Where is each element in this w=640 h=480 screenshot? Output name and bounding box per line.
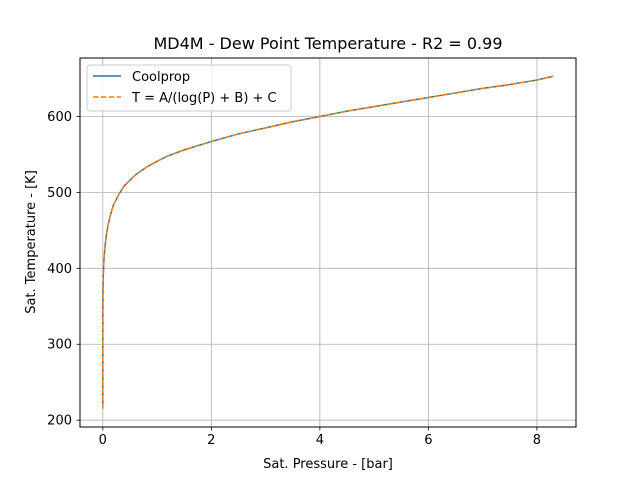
- legend-label-coolprop: Coolprop: [132, 70, 190, 85]
- series-line-fit: [102, 75, 554, 409]
- x-tick-label: 8: [533, 433, 541, 448]
- legend-box: [86, 64, 292, 112]
- legend: Coolprop T = A/(log(P) + B) + C: [86, 64, 292, 112]
- y-tick-label: 300: [47, 338, 72, 353]
- ticks: 0 2 4 6 8 200 300 400 500 600: [47, 110, 541, 448]
- x-axis-label: Sat. Pressure - [bar]: [263, 457, 393, 472]
- y-tick-label: 200: [47, 414, 72, 429]
- x-tick-label: 4: [316, 433, 324, 448]
- y-tick-label: 400: [47, 262, 72, 277]
- plot-frame: [79, 57, 577, 428]
- grid: [80, 58, 576, 427]
- legend-label-fit: T = A/(log(P) + B) + C: [131, 91, 277, 106]
- chart-title: MD4M - Dew Point Temperature - R2 = 0.99: [154, 34, 503, 53]
- y-tick-label: 600: [47, 110, 72, 125]
- y-tick-label: 500: [47, 186, 72, 201]
- x-tick-label: 0: [99, 433, 107, 448]
- y-axis-label: Sat. Temperature - [K]: [24, 170, 39, 314]
- x-tick-label: 6: [424, 433, 432, 448]
- series-layer: [102, 75, 554, 409]
- x-tick-label: 2: [207, 433, 215, 448]
